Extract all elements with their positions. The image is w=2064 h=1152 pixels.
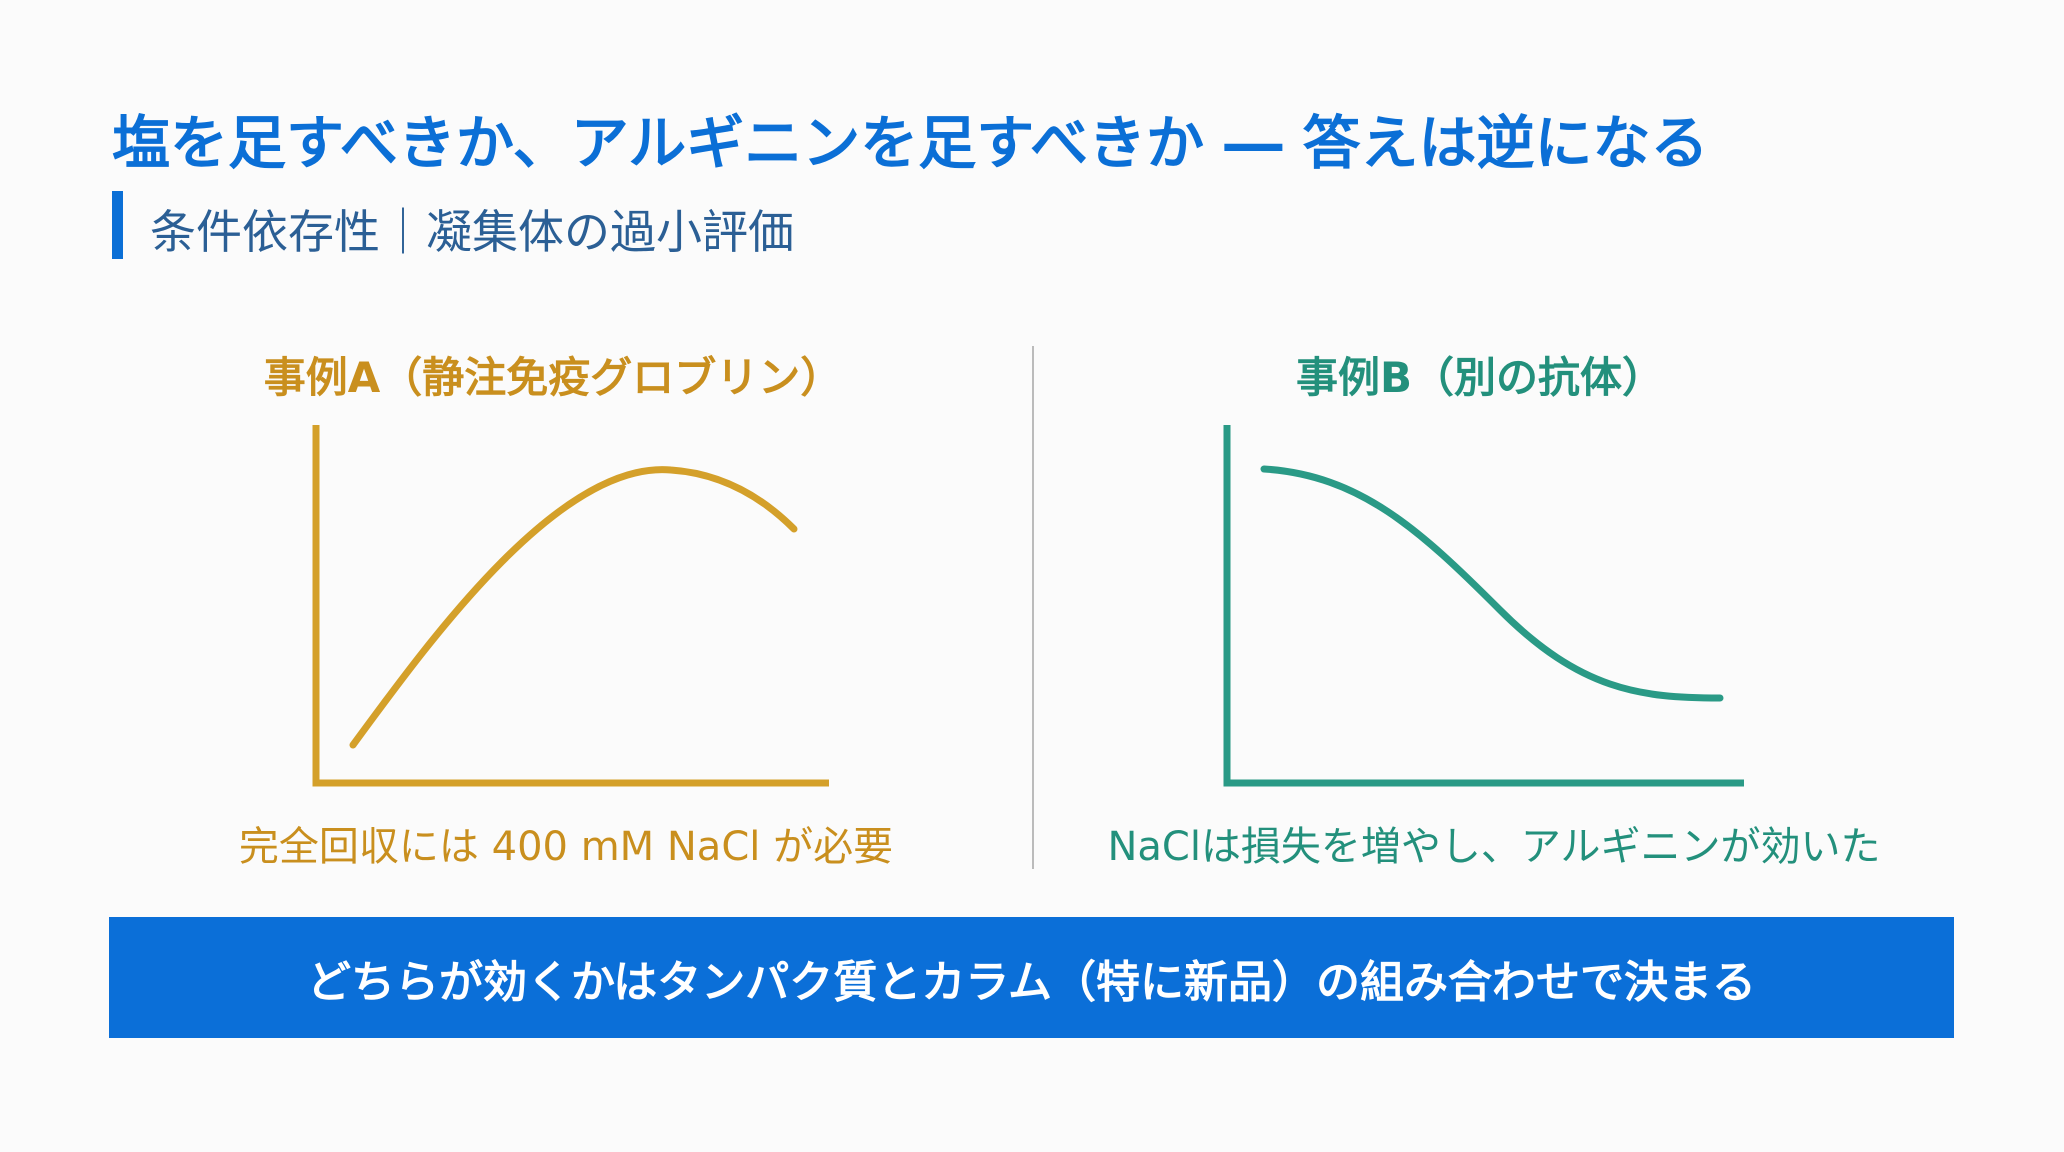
panel-caption: NaClは損失を増やし、アルギニンが効いた: [1107, 824, 1881, 870]
curve-b: [1260, 465, 1724, 702]
axes-a: [312, 425, 829, 787]
accent-bar: [112, 191, 123, 259]
axes-b: [1223, 425, 1744, 787]
panel-title: 事例B（別の抗体）: [1295, 353, 1665, 402]
panel-caption: 完全回収には 400 mM NaCl が必要: [238, 824, 894, 870]
slide-subtitle: 条件依存性｜凝集体の過小評価: [150, 205, 794, 259]
curve-a: [349, 466, 798, 749]
conclusion-banner: どちらが効くかはタンパク質とカラム（特に新品）の組み合わせで決まる: [109, 917, 1954, 1038]
slide-title: 塩を足すべきか、アルギニンを足すべきか ― 答えは逆になる: [112, 109, 1709, 177]
panel-title: 事例A（静注免疫グロブリン）: [263, 353, 843, 402]
